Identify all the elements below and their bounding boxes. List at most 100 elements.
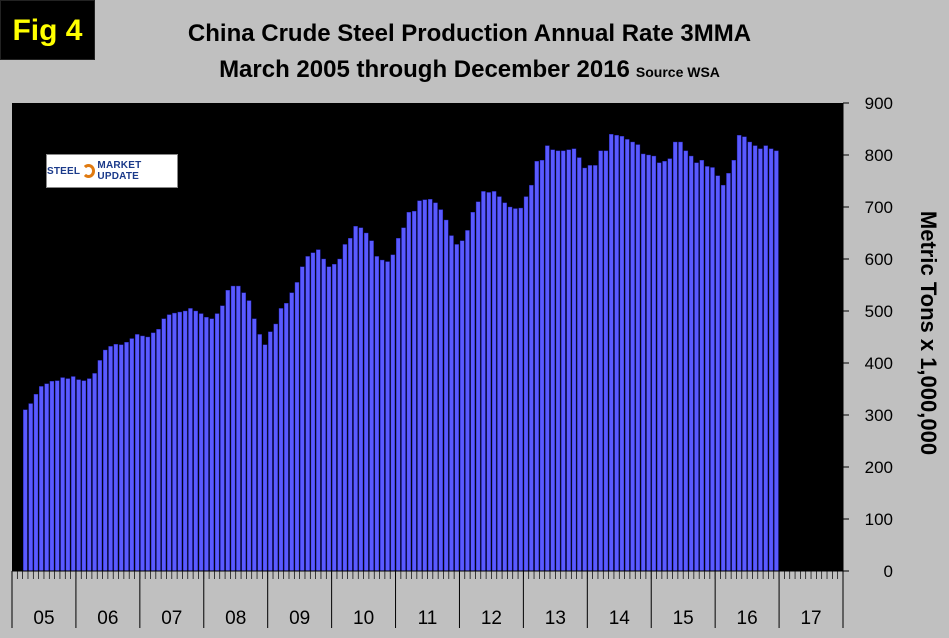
bar <box>662 161 667 572</box>
bar <box>342 244 348 572</box>
bar <box>411 210 417 572</box>
bar <box>310 252 316 572</box>
bar <box>582 167 587 572</box>
bar <box>609 133 614 572</box>
year-tick-label: 11 <box>418 608 438 629</box>
bar <box>454 244 460 572</box>
bar <box>598 150 603 572</box>
bar <box>268 331 273 572</box>
bar <box>390 254 396 572</box>
logo-steel-text: STEEL <box>47 165 81 177</box>
bar <box>545 145 550 572</box>
source-note: Source WSA <box>635 64 720 80</box>
bar <box>108 346 113 572</box>
bar <box>688 155 694 572</box>
bar <box>305 256 310 572</box>
bar <box>486 192 491 572</box>
y-tick-label: 600 <box>865 250 893 269</box>
chart-title: China Crude Steel Production Annual Rate… <box>187 20 752 47</box>
bar <box>23 409 28 572</box>
bar <box>28 403 33 572</box>
logo-rest-text: MARKET UPDATE <box>97 160 142 182</box>
bar <box>534 161 539 572</box>
bar <box>406 211 412 572</box>
bar <box>587 165 593 572</box>
bar <box>71 376 76 572</box>
steel-market-update-logo: STEEL MARKET UPDATE <box>46 154 178 188</box>
bar <box>481 191 486 572</box>
bar <box>459 240 465 572</box>
bar <box>198 313 204 572</box>
bar <box>774 150 779 572</box>
bar <box>273 323 278 572</box>
year-tick-label: 13 <box>545 608 566 629</box>
bar <box>134 334 140 572</box>
y-tick-label: 100 <box>865 510 893 529</box>
bar <box>475 201 481 572</box>
bar <box>332 264 337 572</box>
bar <box>182 310 188 572</box>
bar <box>630 141 635 572</box>
bar <box>353 226 358 572</box>
bar <box>731 159 737 572</box>
bar <box>321 258 326 572</box>
bar <box>491 191 497 572</box>
bar <box>438 209 444 572</box>
bar <box>625 139 630 572</box>
bar <box>619 136 625 572</box>
bar <box>449 235 454 572</box>
bar <box>427 198 433 572</box>
bar <box>577 157 582 572</box>
bar <box>161 318 167 572</box>
bar <box>230 285 236 572</box>
y-axis-label: Metric Tons x 1,000,000 <box>916 210 941 456</box>
bar <box>209 318 214 572</box>
bar <box>102 349 108 572</box>
bar <box>550 149 555 572</box>
bar <box>33 394 39 572</box>
bar <box>124 342 129 572</box>
bar <box>214 313 220 572</box>
logo-swoosh-icon <box>82 164 96 178</box>
bar <box>97 360 103 572</box>
y-tick-label: 700 <box>865 198 893 217</box>
bar <box>39 386 44 572</box>
bar <box>539 159 545 572</box>
y-tick-label: 900 <box>865 94 893 113</box>
bar <box>193 310 199 572</box>
bar <box>502 202 507 572</box>
bar <box>113 344 119 572</box>
bar <box>683 150 689 572</box>
bar <box>667 158 673 572</box>
bar <box>150 332 156 572</box>
bar <box>603 150 609 572</box>
bar <box>763 145 768 572</box>
bar <box>657 162 662 572</box>
bar <box>513 208 518 572</box>
bar <box>710 167 715 572</box>
figure-badge: Fig 4 <box>0 0 95 60</box>
year-tick-label: 09 <box>289 608 310 629</box>
bar <box>166 314 172 572</box>
bar <box>44 383 49 572</box>
bar <box>699 159 705 572</box>
bar <box>369 240 374 572</box>
y-tick-label: 500 <box>865 302 893 321</box>
y-tick-label: 300 <box>865 406 893 425</box>
bar <box>385 261 390 572</box>
bar <box>380 259 385 572</box>
bar <box>289 292 294 572</box>
bar <box>422 199 428 572</box>
bar <box>92 373 97 572</box>
bar <box>172 312 177 572</box>
subtitle-text: March 2005 through December 2016 <box>219 56 630 83</box>
bar <box>246 300 252 572</box>
bar <box>156 329 161 572</box>
bar <box>374 256 380 572</box>
bar <box>555 150 561 572</box>
bar <box>635 144 641 572</box>
bar <box>401 227 406 572</box>
bar <box>678 141 683 572</box>
bar <box>358 227 364 572</box>
